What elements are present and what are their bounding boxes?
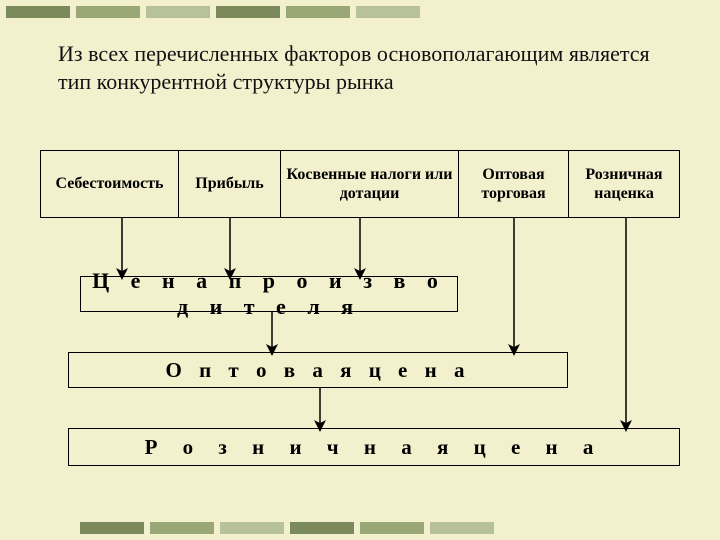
cell-taxes: Косвенные налоги или дотации (280, 150, 458, 218)
tier-label: О п т о в а я ц е н а (166, 358, 471, 383)
decor-top (6, 6, 420, 18)
tier-label: Ц е н а п р о и з в о д и т е л я (85, 268, 453, 320)
cell-profit: Прибыль (178, 150, 280, 218)
tier-label: Р о з н и ч н а я ц е н а (145, 435, 604, 460)
decor-bottom (80, 522, 494, 534)
cell-retail-markup: Розничная наценка (568, 150, 680, 218)
cell-label: Прибыль (195, 174, 264, 193)
page-title: Из всех перечисленных факторов основопол… (58, 40, 668, 96)
cell-cost: Себестоимость (40, 150, 178, 218)
tier-retail-price: Р о з н и ч н а я ц е н а (68, 428, 680, 466)
cell-label: Оптовая торговая (463, 165, 564, 203)
cell-label: Косвенные налоги или дотации (285, 165, 454, 203)
cell-label: Розничная наценка (573, 165, 675, 203)
tier-wholesale-price: О п т о в а я ц е н а (68, 352, 568, 388)
cell-wholesale-markup: Оптовая торговая (458, 150, 568, 218)
cell-label: Себестоимость (55, 174, 163, 193)
tier-producer-price: Ц е н а п р о и з в о д и т е л я (80, 276, 458, 312)
price-structure-diagram: Себестоимость Прибыль Косвенные налоги и… (40, 150, 680, 490)
